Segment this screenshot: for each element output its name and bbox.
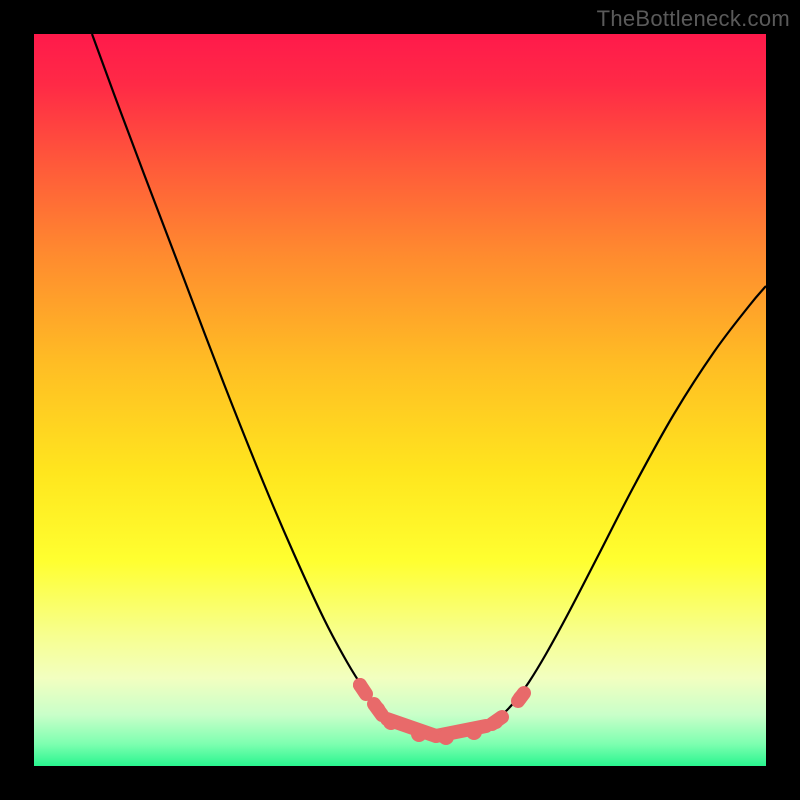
plot-area xyxy=(34,34,766,766)
watermark-label: TheBottleneck.com xyxy=(597,6,790,32)
marker-node-5 xyxy=(466,724,482,740)
marker-node-2 xyxy=(383,714,399,730)
marker-node-3 xyxy=(411,726,427,742)
marker-node-0 xyxy=(353,678,367,692)
stage: TheBottleneck.com xyxy=(0,0,800,800)
bottleneck-curve xyxy=(92,34,766,736)
marker-node-7 xyxy=(513,691,527,705)
marker-node-1 xyxy=(371,702,385,716)
curve-layer xyxy=(34,34,766,766)
marker-node-6 xyxy=(489,715,503,729)
marker-node-4 xyxy=(438,729,454,745)
